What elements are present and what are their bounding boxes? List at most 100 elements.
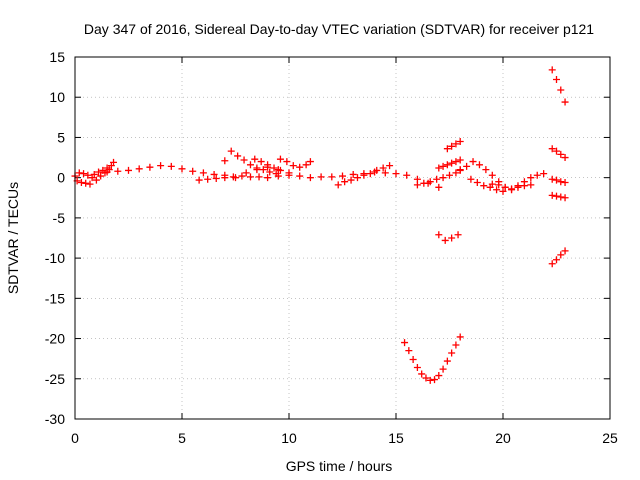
data-point: [548, 191, 556, 199]
data-point: [482, 166, 490, 174]
series-arc-18: [548, 145, 569, 162]
data-point: [557, 86, 565, 94]
data-point: [435, 164, 443, 172]
series-arc-3: [195, 171, 336, 184]
data-point: [456, 137, 464, 145]
grid-lines: [75, 57, 610, 419]
data-point: [328, 173, 336, 181]
data-point: [204, 175, 212, 183]
data-point: [454, 231, 462, 239]
data-points: [71, 66, 569, 384]
y-tick-label: -30: [45, 411, 65, 427]
data-point: [548, 145, 556, 153]
data-point: [306, 158, 314, 166]
data-point: [103, 168, 111, 176]
data-point: [452, 341, 460, 349]
data-point: [448, 159, 456, 167]
data-point: [135, 165, 143, 173]
x-tick-label: 15: [388, 430, 404, 446]
data-point: [403, 171, 411, 179]
data-point: [110, 158, 118, 166]
series-arc-5: [251, 155, 284, 174]
data-point: [561, 194, 569, 202]
data-point: [125, 166, 132, 174]
data-point: [381, 169, 389, 177]
series-arc-8: [334, 162, 394, 189]
data-point: [501, 183, 509, 191]
data-point: [167, 162, 175, 170]
plot-frame: [74, 56, 611, 420]
data-point: [561, 154, 569, 162]
data-point: [360, 170, 368, 178]
data-point: [80, 170, 88, 178]
data-point: [508, 185, 516, 193]
data-point: [259, 166, 267, 174]
data-point: [317, 173, 325, 181]
series-arc-2: [103, 162, 229, 179]
data-point: [276, 155, 284, 163]
y-tick-label: 5: [57, 129, 65, 145]
data-point: [289, 162, 297, 170]
data-point: [439, 365, 447, 373]
y-tick-label: 0: [57, 170, 65, 186]
data-point: [221, 174, 229, 182]
y-tick-label: -10: [45, 250, 65, 266]
data-point: [347, 176, 355, 184]
series-arc-6: [232, 163, 293, 182]
data-point: [97, 172, 105, 180]
data-point: [420, 179, 428, 187]
data-point: [232, 174, 239, 182]
y-tick-label: -25: [45, 371, 65, 387]
data-point: [157, 162, 165, 170]
data-point: [178, 165, 186, 173]
data-point: [493, 186, 501, 194]
x-tick-label: 25: [602, 430, 618, 446]
data-point: [349, 170, 357, 178]
data-point: [339, 172, 346, 180]
data-point: [446, 171, 453, 179]
data-point: [418, 370, 426, 378]
data-point: [95, 168, 103, 176]
data-point: [392, 170, 400, 178]
data-point: [251, 155, 259, 163]
data-point: [557, 193, 565, 201]
series-arc-17: [401, 333, 464, 384]
data-point: [467, 175, 475, 183]
data-point: [448, 349, 456, 357]
y-tick-labels: -30 -25 -20 -15 -10 -5 0 5 10 15: [45, 49, 65, 427]
data-point: [557, 251, 565, 259]
data-point: [452, 158, 460, 166]
data-point: [221, 157, 229, 165]
data-point: [212, 174, 220, 182]
data-point: [77, 178, 85, 186]
data-point: [495, 181, 503, 189]
data-point: [371, 168, 379, 176]
data-point: [405, 347, 413, 355]
data-point: [456, 333, 464, 341]
data-point: [227, 147, 235, 155]
data-point: [473, 178, 481, 186]
data-point: [435, 372, 443, 380]
data-point: [240, 156, 248, 164]
data-point: [84, 171, 92, 179]
chart-title: Day 347 of 2016, Sidereal Day-to-day VTE…: [84, 21, 594, 37]
data-point: [210, 170, 218, 178]
data-point: [253, 166, 261, 174]
data-point: [296, 172, 304, 180]
series-arc-11: [435, 156, 464, 172]
data-point: [439, 174, 447, 182]
data-point: [456, 156, 464, 164]
data-point: [527, 181, 535, 189]
data-point: [433, 175, 441, 183]
data-point: [86, 180, 94, 188]
data-point: [242, 169, 250, 177]
data-point: [443, 145, 451, 153]
data-point: [285, 169, 293, 177]
data-point: [480, 182, 488, 190]
data-point: [533, 171, 541, 179]
series-arc-13: [435, 231, 462, 244]
data-point: [553, 256, 560, 264]
data-point: [469, 158, 477, 166]
x-tick-label: 5: [178, 430, 186, 446]
